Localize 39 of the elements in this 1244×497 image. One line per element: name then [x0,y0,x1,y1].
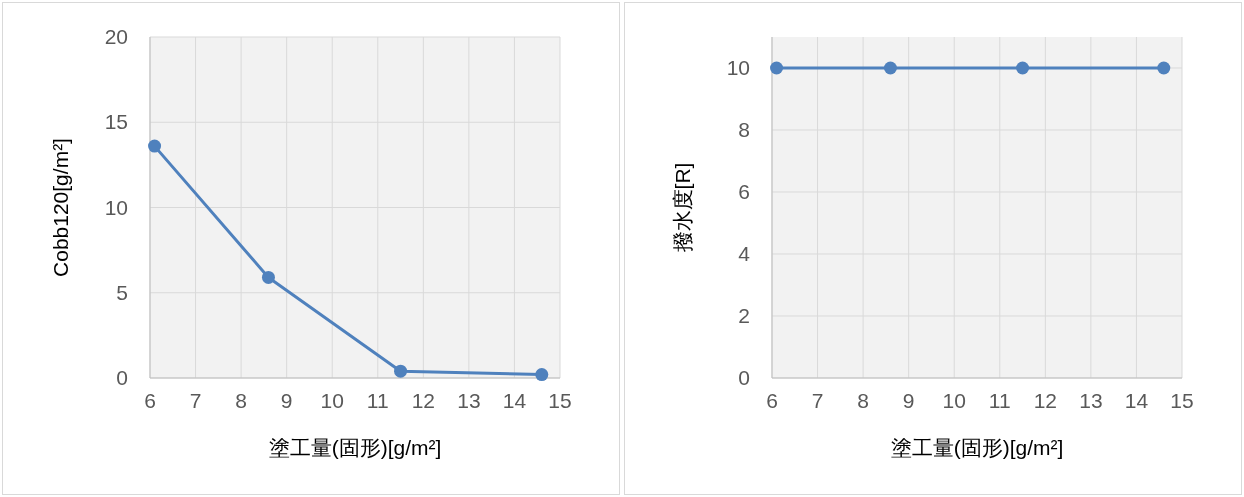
y-tick-label: 15 [104,110,128,134]
x-tick-label: 6 [766,389,778,412]
y-tick-label: 10 [104,195,128,219]
x-tick-label: 11 [366,389,389,412]
x-tick-label: 12 [1033,389,1058,412]
point [535,368,549,382]
x-tick-label: 9 [902,389,915,412]
x-tick-label: 6 [144,389,156,412]
x-tick-label: 9 [280,389,293,412]
y-tick-label: 20 [104,25,128,48]
x-tick-label: 8 [235,389,247,412]
x-tick-label: 10 [320,389,344,412]
point [261,270,275,284]
y-axis-title: Cobb120[g/m²] [49,138,72,277]
x-tick-label: 7 [811,389,824,412]
x-tick-label: 13 [457,389,481,412]
x-tick-label: 7 [189,389,202,412]
x-tick-label: 15 [548,389,572,412]
x-tick-label: 11 [988,389,1011,412]
y-axis-title: 撥水度[R] [671,162,694,253]
x-tick-label: 15 [1170,389,1194,412]
x-axis-title: 塗工量(固形)[g/m²] [268,436,442,459]
x-tick-label: 12 [411,389,436,412]
point [394,364,408,378]
x-tick-label: 13 [1079,389,1103,412]
y-tick-label: 0 [738,366,750,389]
x-tick-label: 8 [857,389,869,412]
y-tick-label: 0 [116,366,128,389]
y-tick-label: 4 [738,242,751,265]
y-tick-label: 5 [116,280,128,304]
y-tick-label: 6 [738,180,750,203]
y-tick-label: 2 [738,304,750,327]
y-tick-label: 8 [738,118,750,141]
x-tick-label: 10 [942,389,966,412]
x-tick-label: 14 [502,389,527,412]
y-tick-label: 10 [726,56,750,79]
point [148,139,162,153]
x-axis-title: 塗工量(固形)[g/m²] [890,436,1064,459]
x-tick-label: 14 [1124,389,1149,412]
